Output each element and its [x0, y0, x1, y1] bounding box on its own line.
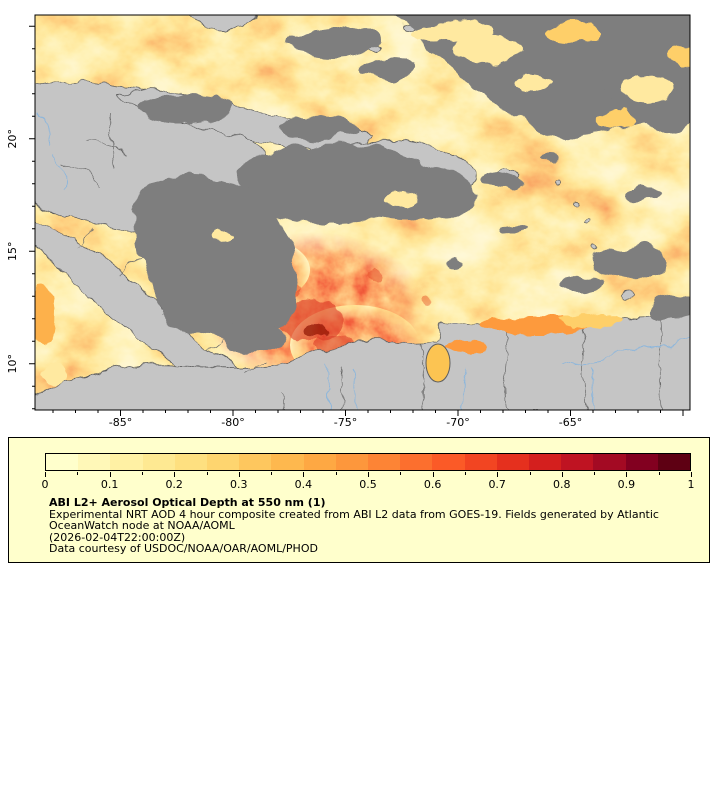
colorbar-tick [174, 472, 176, 477]
colorbar-tick [594, 472, 596, 475]
colorbar-tick [626, 472, 628, 477]
coastal-aerosol-patches [35, 285, 620, 385]
colorbar-tick-label: 0.1 [100, 478, 119, 491]
lake-maracaibo [425, 343, 451, 383]
colorbar-tick [561, 472, 563, 477]
colorbar-tick [335, 472, 337, 475]
colorbar-tick [432, 472, 434, 477]
legend-line: Experimental NRT AOD 4 hour composite cr… [49, 507, 659, 521]
colorbar-tick [271, 472, 273, 475]
colorbar-segment [561, 454, 594, 470]
latitude-tick-label: 15° [6, 242, 19, 262]
colorbar-tick-label: 0 [41, 478, 49, 491]
longitude-tick-label: -85° [109, 416, 132, 429]
colorbar-segment [496, 454, 530, 470]
map-artwork [35, 15, 690, 410]
colorbar-segment [432, 454, 465, 470]
colorbar-segment [335, 454, 369, 470]
aod-map-figure: 20° 15° 10° -85° -80° -75° -70° -65° [6, 14, 691, 429]
colorbar-tick [303, 472, 305, 477]
colorbar-tick-label: 0.9 [617, 478, 636, 491]
colorbar-segment [142, 454, 175, 470]
colorbar-segment [529, 454, 562, 470]
longitude-tick-label: -65° [559, 416, 582, 429]
colorbar-tick-label: 1 [687, 478, 695, 491]
colorbar-tick-label: 0.5 [359, 478, 377, 491]
colorbar-tick [658, 472, 660, 475]
map-frame [34, 14, 691, 411]
river-lines [36, 112, 690, 410]
legend-line: (2026-02-04T22:00:00Z) [49, 530, 186, 544]
latitude-tick-label: 10° [6, 354, 19, 374]
colorbar-segment [78, 454, 111, 470]
colorbar-segment [239, 454, 272, 470]
colorbar-tick-label: 0.4 [294, 478, 313, 491]
colorbar-segment [625, 454, 658, 470]
legend-line: OceanWatch node at NOAA/AOML [49, 519, 235, 533]
aerosol-gaps-in-cloud [212, 18, 690, 242]
colorbar-tick [497, 472, 499, 477]
colorbar-tick [141, 472, 143, 475]
colorbar-segment [464, 454, 497, 470]
longitude-tick-label: -80° [221, 416, 244, 429]
legend-line: Data courtesy of USDOC/NOAA/OAR/AOML/PHO… [49, 542, 318, 556]
colorbar-ticks [45, 472, 692, 478]
colorbar-tick [45, 472, 46, 477]
colorbar-tick-label: 0.6 [423, 478, 442, 491]
colorbar-segment [207, 454, 240, 470]
colorbar-tick-label: 0.8 [553, 478, 571, 491]
colorbar-tick [691, 472, 692, 477]
latitude-tick-label: 20° [6, 129, 19, 149]
legend-title: ABI L2+ Aerosol Optical Depth at 550 nm … [49, 496, 326, 509]
colorbar-tick [529, 472, 531, 475]
colorbar-tick-label: 0.7 [488, 478, 506, 491]
colorbar-tick [77, 472, 79, 475]
colorbar-tick [109, 472, 111, 477]
colorbar-tick [238, 472, 240, 477]
longitude-tick-label: -75° [334, 416, 357, 429]
colorbar-tick [400, 472, 402, 475]
colorbar-tick-label: 0.3 [230, 478, 248, 491]
legend-text-block: ABI L2+ Aerosol Optical Depth at 550 nm … [49, 497, 659, 555]
colorbar-tick [206, 472, 208, 475]
colorbar-segment [271, 454, 304, 470]
colorbar-segment [174, 454, 208, 470]
colorbar-segment [303, 454, 336, 470]
axis-ticks [29, 25, 684, 416]
colorbar-tick-labels: 0 0.1 0.2 0.3 0.4 0.5 0.6 0.7 0.8 0.9 1 [41, 478, 695, 491]
legend-panel: 0 0.1 0.2 0.3 0.4 0.5 0.6 0.7 0.8 0.9 1 ABI L2+ Ae… [8, 437, 710, 563]
colorbar-segment [110, 454, 143, 470]
colorbar-tick [464, 472, 466, 475]
colorbar-tick-label: 0.2 [165, 478, 183, 491]
colorbar-segment [657, 454, 691, 470]
colorbar-segment [400, 454, 433, 470]
colorbar-segment [593, 454, 626, 470]
longitude-tick-label: -70° [446, 416, 469, 429]
colorbar-segment [46, 454, 79, 470]
colorbar-segment [368, 454, 401, 470]
colorbar [45, 453, 691, 471]
colorbar-tick [368, 472, 369, 477]
